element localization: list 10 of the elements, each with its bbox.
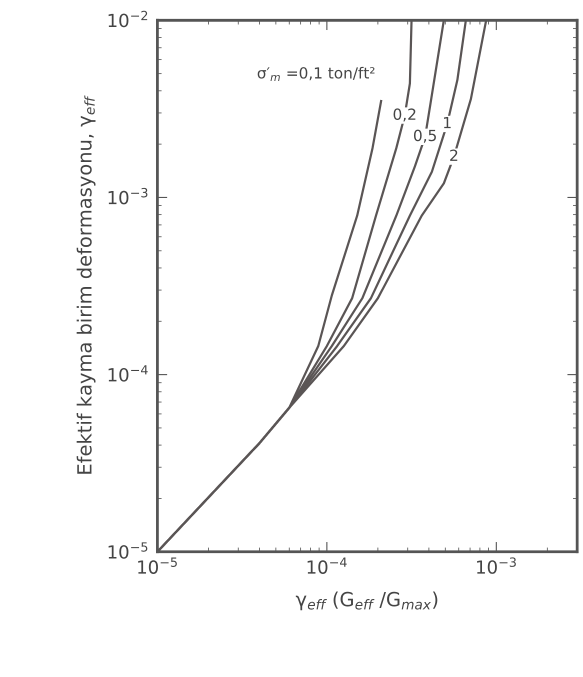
y-tick-label: 10$^{−3}$ bbox=[108, 188, 148, 204]
y-tick-label: 10$^{−2}$ bbox=[108, 10, 148, 28]
x-axis-title: γ$_{eff}$ (G$_{eff}$ /G$_{max}$) bbox=[296, 591, 438, 610]
y-tick-label: 10$^{−4}$ bbox=[108, 365, 148, 382]
y-tick-label: 10$^{−5}$ bbox=[108, 542, 148, 559]
x-tick-label: 10$^{−5}$ bbox=[138, 558, 177, 574]
y-axis-title: Efektif kayma birim deformasyonu, γ$_{eff}$ bbox=[76, 95, 96, 474]
series-label: σ′$_{m}$ =0,1 ton/ft² bbox=[258, 66, 374, 81]
x-tick-label: 10$^{−3}$ bbox=[477, 557, 516, 574]
x-tick-label: 10$^{−4}$ bbox=[308, 558, 347, 574]
